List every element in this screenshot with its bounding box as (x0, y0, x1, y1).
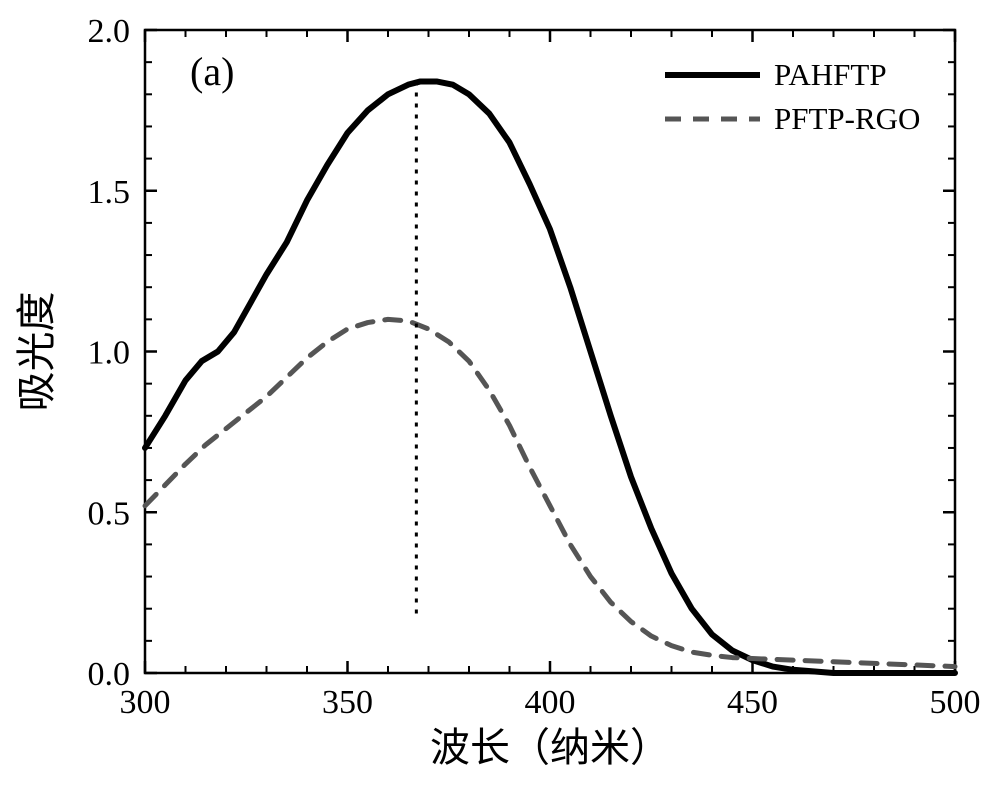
chart-svg: 3003504004505000.00.51.01.52.0 PAHFTPPFT… (0, 0, 1000, 790)
y-tick-label: 0.5 (88, 495, 131, 532)
legend-label-pahftp: PAHFTP (774, 57, 887, 92)
legend-label-pftp_rgo: PFTP-RGO (774, 101, 920, 136)
x-tick-label: 350 (322, 684, 373, 721)
y-tick-label: 2.0 (88, 13, 131, 50)
x-tick-label: 400 (525, 684, 576, 721)
panel-label: (a) (190, 49, 234, 94)
x-tick-label: 450 (727, 684, 778, 721)
x-axis-label: 波长（纳米） (430, 725, 670, 770)
y-tick-label: 1.0 (88, 335, 131, 372)
y-tick-label: 1.5 (88, 174, 131, 211)
x-tick-label: 500 (930, 684, 981, 721)
y-tick-label: 0.0 (88, 656, 131, 693)
y-axis-label: 吸光度 (14, 292, 59, 412)
absorption-chart: 3003504004505000.00.51.01.52.0 PAHFTPPFT… (0, 0, 1000, 790)
